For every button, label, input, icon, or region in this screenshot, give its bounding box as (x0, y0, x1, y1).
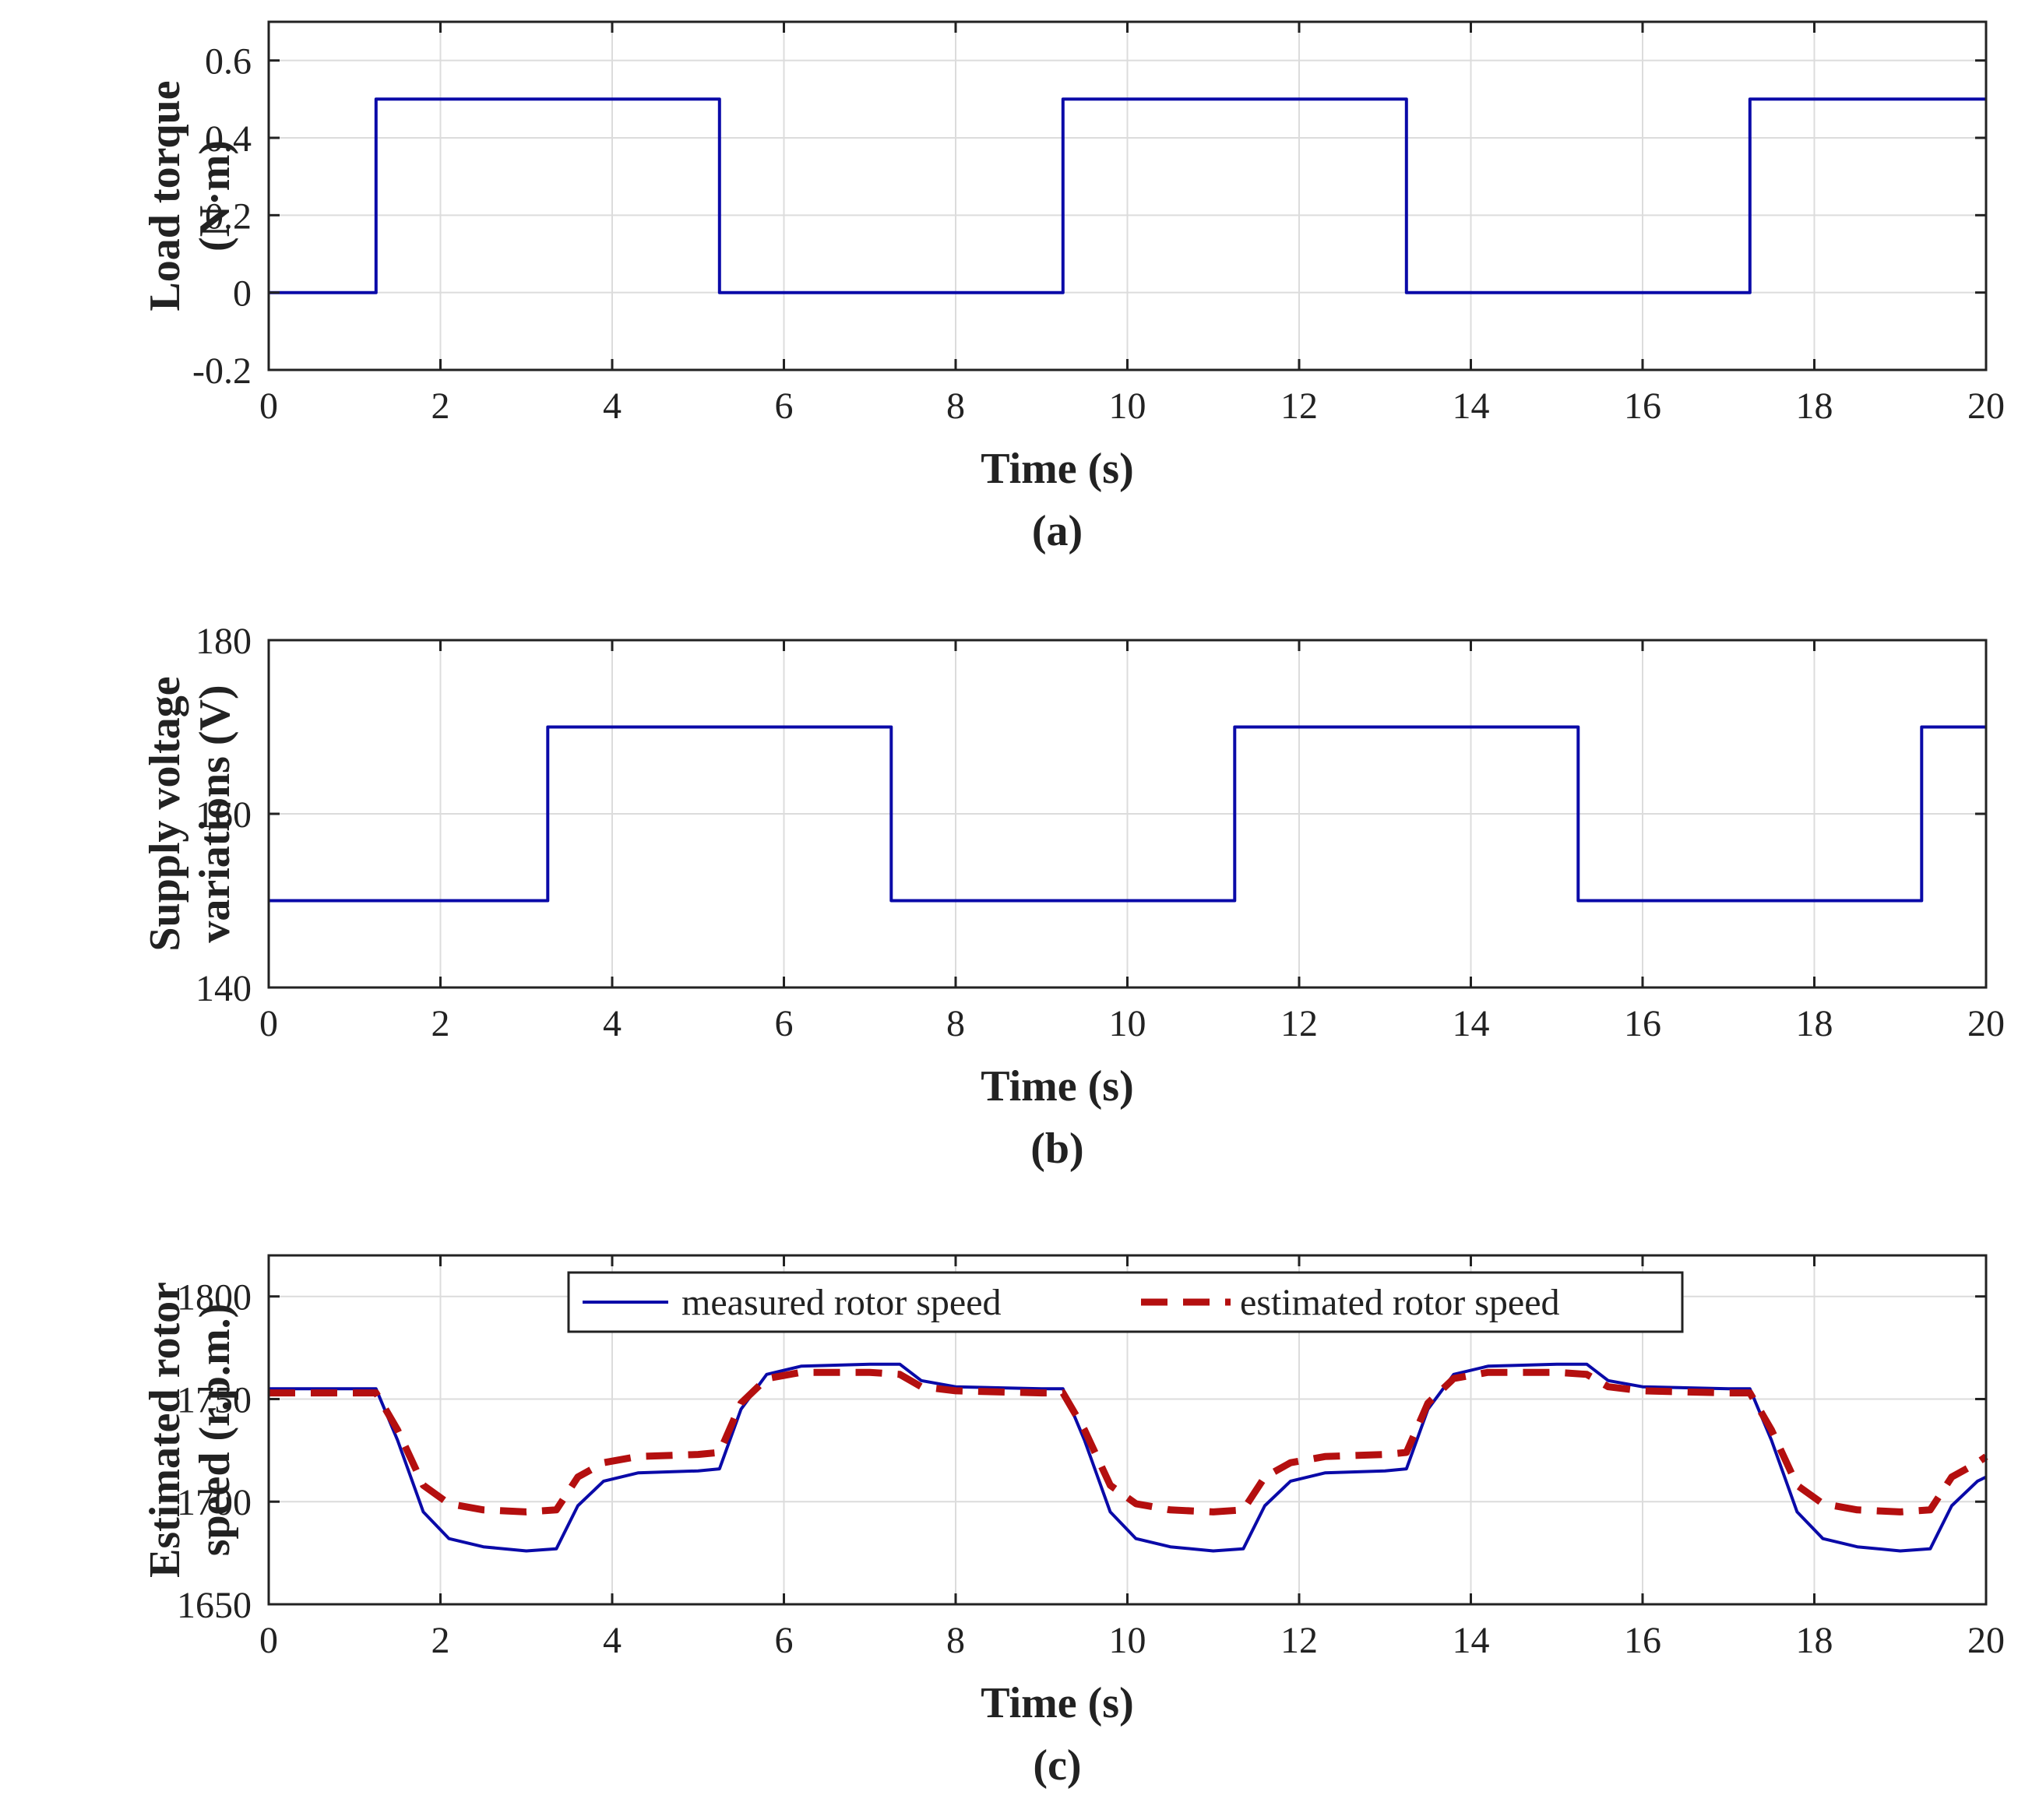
x-tick-label: 10 (1109, 385, 1146, 427)
x-axis-label: Time (s) (981, 445, 1134, 493)
x-tick-label: 12 (1280, 1003, 1318, 1044)
y-axis-label: Load torque(N·m) (141, 80, 239, 311)
legend-label: estimated rotor speed (1240, 1282, 1560, 1323)
y-axis-label-line: Estimated rotor (141, 1282, 189, 1578)
x-tick-label: 18 (1796, 1620, 1833, 1661)
x-tick-label: 18 (1796, 385, 1833, 427)
x-tick-label: 0 (259, 1003, 278, 1044)
x-axis-label: Time (s) (981, 1679, 1134, 1727)
x-tick-label: 18 (1796, 1003, 1833, 1044)
series-line-load-torque (269, 97, 1986, 294)
y-tick-label: 0 (233, 273, 252, 315)
x-tick-label: 20 (1967, 1620, 2005, 1661)
x-tick-label: 8 (946, 385, 965, 427)
y-tick-label: 160 (195, 794, 252, 836)
panel-3: 0 2 4 6 8 10 12 14 16 18 20 1650 1700 1750 1800 Time (s… (141, 1254, 2005, 1790)
y-tick-label: 0.6 (205, 41, 252, 83)
x-tick-label: 16 (1624, 1003, 1661, 1044)
x-tick-label: 2 (431, 1620, 450, 1661)
panel-caption: (a) (1032, 507, 1083, 555)
x-tick-label: 6 (775, 1003, 794, 1044)
x-tick-label: 14 (1453, 1003, 1490, 1044)
x-tick-label: 2 (431, 385, 450, 427)
y-tick-label: 140 (195, 968, 252, 1009)
x-tick-label: 14 (1453, 1620, 1490, 1661)
x-tick-label: 20 (1967, 1003, 2005, 1044)
x-tick-label: 8 (946, 1003, 965, 1044)
y-axis-label-line: speed (r.p.m.) (191, 1304, 239, 1557)
legend-box (567, 1271, 1684, 1333)
x-tick-label: 10 (1109, 1003, 1146, 1044)
x-tick-label: 6 (775, 1620, 794, 1661)
y-tick-label: 1800 (177, 1277, 252, 1318)
y-tick-label: 1750 (177, 1379, 252, 1420)
series-line-estimated-rotor-speed (269, 1368, 1988, 1515)
x-tick-label: 4 (603, 1620, 622, 1661)
y-axis-label-line: Load torque (141, 80, 189, 311)
x-axis-label: Time (s) (981, 1062, 1134, 1111)
x-tick-label: 16 (1624, 1620, 1661, 1661)
x-tick-label: 4 (603, 1003, 622, 1044)
x-tick-label: 0 (259, 1620, 278, 1661)
y-tick-label: -0.2 (192, 350, 252, 392)
x-tick-label: 0 (259, 385, 278, 427)
y-tick-label: 180 (195, 621, 252, 662)
x-tick-label: 14 (1453, 385, 1490, 427)
x-tick-label: 16 (1624, 385, 1661, 427)
x-tick-label: 12 (1280, 385, 1318, 427)
legend-label: measured rotor speed (681, 1282, 1002, 1323)
x-tick-label: 10 (1109, 1620, 1146, 1661)
y-tick-label: 0.2 (205, 195, 252, 237)
panel-2: 0 2 4 6 8 10 12 14 16 18 20 140 160 180 Time (s) (b) Sup… (141, 621, 2005, 1173)
y-axis-label-line: Supply voltage (141, 676, 189, 951)
y-axis-label-line: (N·m) (191, 140, 239, 252)
y-axis-label-line: variations (V) (191, 685, 239, 942)
panel-caption: (c) (1033, 1741, 1081, 1790)
x-tick-label: 4 (603, 385, 622, 427)
x-tick-label: 20 (1967, 385, 2005, 427)
series-line-supply-voltage (269, 725, 1986, 903)
x-tick-label: 8 (946, 1620, 965, 1661)
panel-caption: (b) (1030, 1125, 1083, 1173)
y-axis-label: Estimated rotorspeed (r.p.m.) (141, 1282, 239, 1578)
y-axis-label: Supply voltagevariations (V) (141, 676, 239, 951)
x-tick-label: 6 (775, 385, 794, 427)
y-tick-label: 1700 (177, 1482, 252, 1523)
y-tick-label: 0.4 (205, 118, 252, 160)
x-tick-label: 2 (431, 1003, 450, 1044)
y-tick-label: 1650 (177, 1585, 252, 1626)
x-tick-label: 12 (1280, 1620, 1318, 1661)
